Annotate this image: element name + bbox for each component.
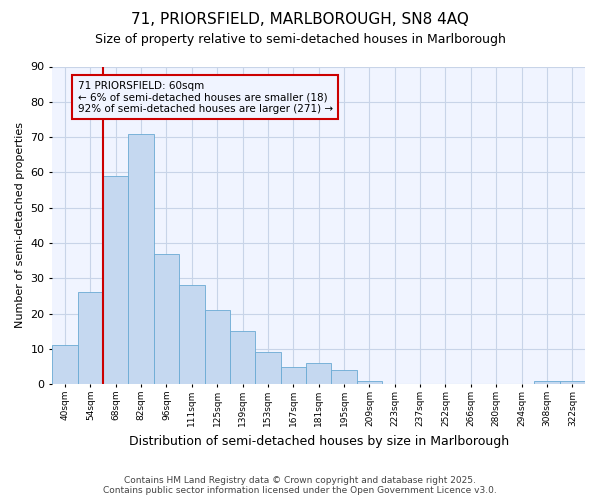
Bar (281, 366, 306, 384)
X-axis label: Distribution of semi-detached houses by size in Marlborough: Distribution of semi-detached houses by … (128, 434, 509, 448)
Bar (306, 363, 331, 384)
Bar (128, 134, 154, 384)
Bar (77, 292, 103, 384)
Bar (331, 370, 357, 384)
Bar (103, 176, 128, 384)
Bar (52, 346, 77, 384)
Text: Contains HM Land Registry data © Crown copyright and database right 2025.
Contai: Contains HM Land Registry data © Crown c… (103, 476, 497, 495)
Bar (154, 254, 179, 384)
Bar (357, 380, 382, 384)
Bar (534, 380, 560, 384)
Bar (255, 352, 281, 384)
Bar (560, 380, 585, 384)
Text: Size of property relative to semi-detached houses in Marlborough: Size of property relative to semi-detach… (95, 32, 505, 46)
Bar (205, 310, 230, 384)
Bar (179, 286, 205, 384)
Y-axis label: Number of semi-detached properties: Number of semi-detached properties (15, 122, 25, 328)
Bar (230, 332, 255, 384)
Text: 71, PRIORSFIELD, MARLBOROUGH, SN8 4AQ: 71, PRIORSFIELD, MARLBOROUGH, SN8 4AQ (131, 12, 469, 28)
Text: 71 PRIORSFIELD: 60sqm
← 6% of semi-detached houses are smaller (18)
92% of semi-: 71 PRIORSFIELD: 60sqm ← 6% of semi-detac… (77, 80, 333, 114)
